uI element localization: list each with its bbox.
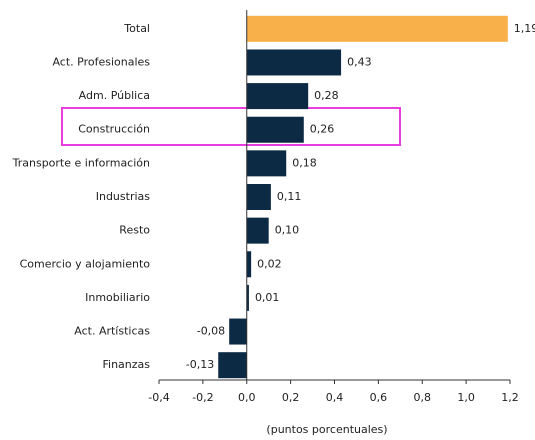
bar xyxy=(246,217,269,244)
bar xyxy=(246,49,342,76)
x-tick-label: 0,8 xyxy=(414,391,432,404)
value-label: 0,02 xyxy=(257,257,282,270)
x-tick-label: 0,6 xyxy=(370,391,388,404)
x-tick-label: 0,4 xyxy=(326,391,344,404)
bar xyxy=(246,116,304,143)
x-tick-label: -0,4 xyxy=(148,391,169,404)
category-label: Industrias xyxy=(96,190,151,203)
value-label: 1,19 xyxy=(514,22,535,35)
bar xyxy=(246,83,309,110)
x-tick-label: 0,2 xyxy=(282,391,300,404)
bar xyxy=(218,352,247,379)
value-label: -0,13 xyxy=(186,358,214,371)
category-label: Adm. Pública xyxy=(79,89,150,102)
value-label: 0,28 xyxy=(314,89,339,102)
highlight-box xyxy=(61,107,401,146)
x-tick-label: 0,0 xyxy=(238,391,256,404)
value-label: 0,43 xyxy=(347,55,372,68)
bar xyxy=(246,284,249,311)
category-label: Transporte e información xyxy=(12,156,150,169)
bar xyxy=(246,150,287,177)
value-label: -0,08 xyxy=(197,325,225,338)
value-label: 0,18 xyxy=(292,156,317,169)
bar xyxy=(229,318,247,345)
value-label: 0,26 xyxy=(310,123,335,136)
x-axis-label: (puntos porcentuales) xyxy=(266,423,387,436)
category-label: Construcción xyxy=(78,123,150,136)
category-label: Total xyxy=(123,22,150,35)
x-tick-label: 1,0 xyxy=(457,391,475,404)
bar xyxy=(246,251,252,278)
category-label: Inmobiliario xyxy=(85,291,150,304)
value-label: 0,01 xyxy=(255,291,280,304)
value-label: 0,11 xyxy=(277,190,302,203)
category-label: Act. Artísticas xyxy=(74,325,150,338)
category-label: Act. Profesionales xyxy=(52,55,150,68)
x-tick-label: -0,2 xyxy=(192,391,213,404)
x-tick-label: 1,2 xyxy=(501,391,519,404)
bar xyxy=(246,184,271,210)
category-label: Resto xyxy=(119,224,150,237)
bar xyxy=(246,15,508,42)
category-label: Finanzas xyxy=(102,358,150,371)
value-label: 0,10 xyxy=(275,224,300,237)
category-label: Comercio y alojamiento xyxy=(20,257,151,270)
